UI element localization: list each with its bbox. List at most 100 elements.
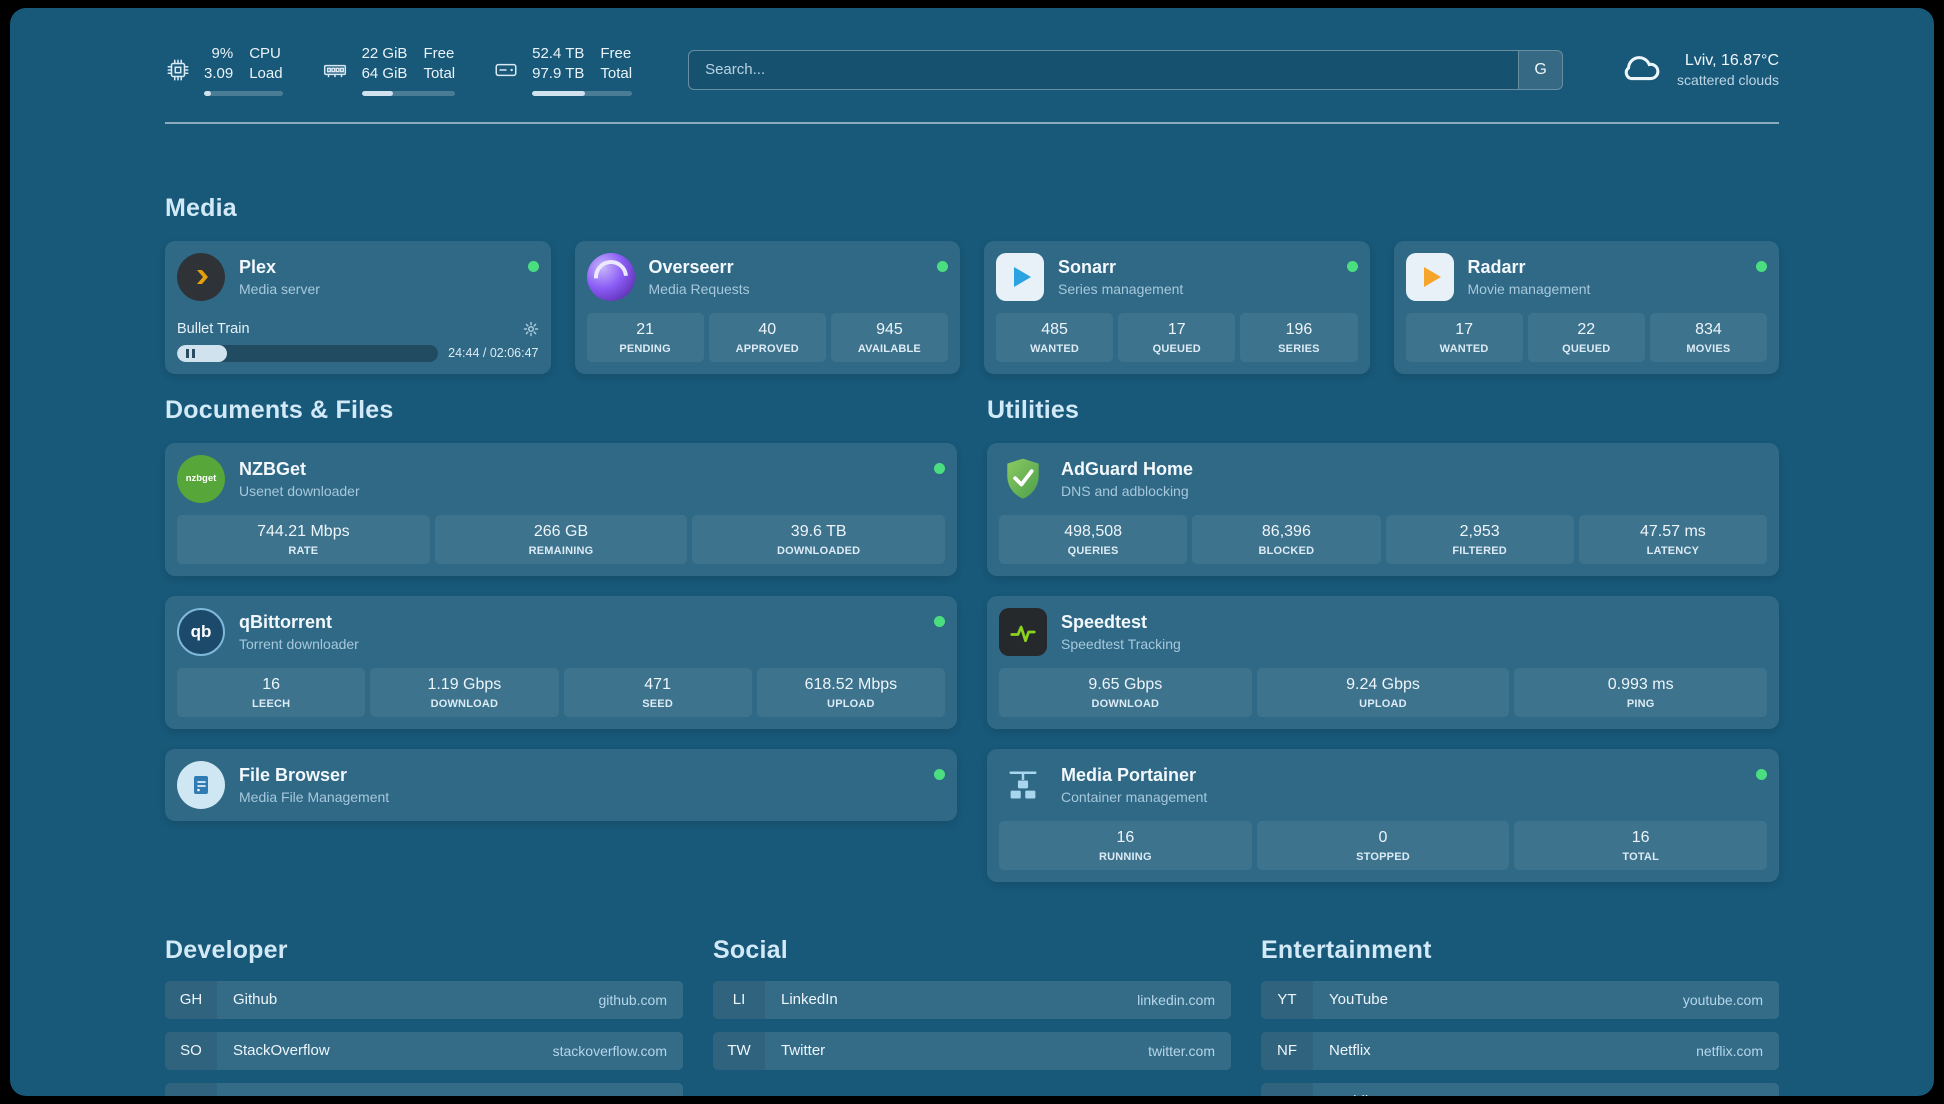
bookmark-group-social: Social LI LinkedIn linkedin.com TW Twitt… — [713, 936, 1231, 1097]
stat-label: QUEUED — [1152, 342, 1201, 355]
bookmark-stackoverflow[interactable]: SO StackOverflow stackoverflow.com — [165, 1031, 683, 1070]
bookmark-name: Netflix — [1329, 1042, 1371, 1059]
disk-widget: 52.4 TB 97.9 TB Free Total — [493, 44, 633, 96]
bookmark-abbr: NF — [1261, 1031, 1313, 1070]
entertainment-heading: Entertainment — [1261, 935, 1432, 964]
cpu-load-label: Load — [249, 65, 283, 83]
bookmark-reddit[interactable]: RE Reddit reddit.com — [1261, 1082, 1779, 1096]
service-card-portainer[interactable]: Media Portainer Container management 16 … — [987, 748, 1779, 882]
qbittorrent-icon: qb — [177, 607, 225, 656]
stat-value: 9.24 Gbps — [1346, 675, 1420, 693]
service-card-filebrowser[interactable]: File Browser Media File Management — [165, 748, 957, 821]
playback-progress-bar[interactable] — [177, 344, 439, 362]
developer-heading: Developer — [165, 935, 288, 964]
service-title: Overseerr — [648, 256, 734, 277]
service-card-radarr[interactable]: Radarr Movie management 17 WANTED 22 QUE… — [1393, 240, 1779, 374]
service-card-speedtest[interactable]: Speedtest Speedtest Tracking 9.65 Gbps D… — [987, 595, 1779, 729]
stat-label: MOVIES — [1686, 342, 1731, 355]
filebrowser-icon — [177, 760, 225, 809]
stat-value: 485 — [1041, 320, 1068, 338]
stat-label: APPROVED — [735, 342, 799, 355]
stat-value: 17 — [1167, 320, 1186, 338]
bookmark-name: Github — [233, 991, 278, 1008]
bookmark-name: Reddit — [1313, 1093, 1372, 1096]
service-card-qbittorrent[interactable]: qb qBittorrent Torrent downloader 16 LEE… — [165, 595, 957, 729]
stat-value: 471 — [644, 675, 671, 693]
stat-value: 744.21 Mbps — [257, 522, 350, 540]
stat-value: 1.19 Gbps — [427, 675, 502, 693]
stat-label: WANTED — [1030, 342, 1080, 355]
bookmark-github[interactable]: GH Github github.com — [165, 980, 683, 1019]
disk-total-value: 97.9 TB — [532, 65, 585, 83]
stat-value: 196 — [1285, 320, 1313, 338]
stat-tile: 9.65 Gbps DOWNLOAD — [999, 667, 1252, 717]
now-playing-title: Bullet Train — [177, 320, 250, 337]
stat-value: 0.993 ms — [1607, 675, 1674, 693]
stat-label: LATENCY — [1646, 544, 1700, 557]
stat-tile: 16 RUNNING — [999, 820, 1252, 870]
memory-icon — [321, 57, 349, 83]
search-bar: G — [688, 49, 1564, 90]
bookmark-linkedin[interactable]: LI LinkedIn linkedin.com — [713, 980, 1231, 1019]
now-playing: Bullet Train — [177, 311, 539, 362]
status-dot — [1756, 260, 1767, 272]
service-card-adguard[interactable]: AdGuard Home DNS and adblocking 498,508 … — [987, 442, 1779, 576]
disk-icon — [493, 57, 519, 83]
disk-total-label: Total — [600, 65, 633, 83]
search-input[interactable] — [689, 50, 1519, 89]
stat-tile: 21 PENDING — [586, 312, 704, 362]
bookmark-abbr: GH — [165, 980, 217, 1019]
weather-location: Lviv, 16.87°C — [1684, 51, 1779, 69]
stat-tile: 744.21 Mbps RATE — [177, 514, 430, 564]
stat-tile: 40 APPROVED — [708, 312, 826, 362]
cpu-progress-bar — [204, 90, 283, 96]
stat-tile: 86,396 BLOCKED — [1192, 514, 1381, 564]
settings-gear-icon[interactable] — [523, 321, 539, 337]
stat-tile: 17 QUEUED — [1118, 312, 1236, 362]
service-card-overseerr[interactable]: Overseerr Media Requests 21 PENDING 40 A… — [574, 240, 960, 374]
service-subtitle: Media server — [239, 280, 320, 297]
service-card-sonarr[interactable]: Sonarr Series management 485 WANTED 17 Q… — [984, 240, 1370, 374]
bookmark-url: linkedin.com — [1137, 991, 1215, 1008]
status-dot — [937, 260, 948, 272]
service-card-nzbget[interactable]: nzbget NZBGet Usenet downloader 744.21 M… — [165, 442, 957, 576]
service-subtitle: Media Requests — [648, 280, 750, 297]
stat-label: QUERIES — [1067, 544, 1119, 557]
bookmark-twitter[interactable]: TW Twitter twitter.com — [713, 1031, 1231, 1070]
stat-tile: 266 GB REMAINING — [434, 514, 688, 564]
bookmark-dev[interactable]: DT DEV dev.to — [165, 1082, 683, 1096]
stat-tile: 485 WANTED — [996, 312, 1114, 362]
bookmark-abbr: RE — [1261, 1082, 1313, 1096]
cloud-icon — [1619, 51, 1663, 88]
stat-value: 86,396 — [1261, 522, 1311, 540]
service-title: Plex — [239, 256, 277, 277]
stat-value: 21 — [636, 320, 654, 338]
stat-label: RATE — [288, 544, 319, 557]
bookmark-youtube[interactable]: YT YouTube youtube.com — [1261, 980, 1779, 1019]
cpu-load-value: 3.09 — [204, 65, 234, 83]
playback-progress-fill — [177, 344, 227, 362]
stat-value: 16 — [1631, 828, 1650, 846]
stat-tile: 834 MOVIES — [1649, 312, 1768, 362]
cpu-progress-fill — [204, 90, 212, 96]
stat-tile: 22 QUEUED — [1527, 312, 1645, 362]
bookmark-netflix[interactable]: NF Netflix netflix.com — [1261, 1031, 1779, 1070]
stat-value: 618.52 Mbps — [804, 675, 898, 693]
topbar-divider — [165, 121, 1779, 124]
bookmark-name: StackOverflow — [233, 1042, 330, 1059]
service-title: Radarr — [1467, 256, 1526, 277]
pause-button[interactable] — [186, 348, 195, 358]
stat-value: 498,508 — [1064, 522, 1123, 540]
stat-tile: 16 TOTAL — [1514, 820, 1768, 870]
stat-label: FILTERED — [1452, 544, 1507, 557]
cpu-usage-label: CPU — [249, 45, 281, 62]
search-provider-button[interactable]: G — [1518, 50, 1563, 89]
nzbget-icon: nzbget — [177, 454, 225, 503]
sonarr-icon — [996, 252, 1044, 301]
bookmark-abbr: TW — [713, 1031, 765, 1070]
stat-label: UPLOAD — [827, 697, 875, 710]
stat-tile: 0 STOPPED — [1256, 820, 1510, 870]
bookmark-url: youtube.com — [1682, 991, 1763, 1008]
stat-tile: 9.24 Gbps UPLOAD — [1256, 667, 1510, 717]
service-card-plex[interactable]: Plex Media server Bullet Train — [165, 240, 551, 374]
